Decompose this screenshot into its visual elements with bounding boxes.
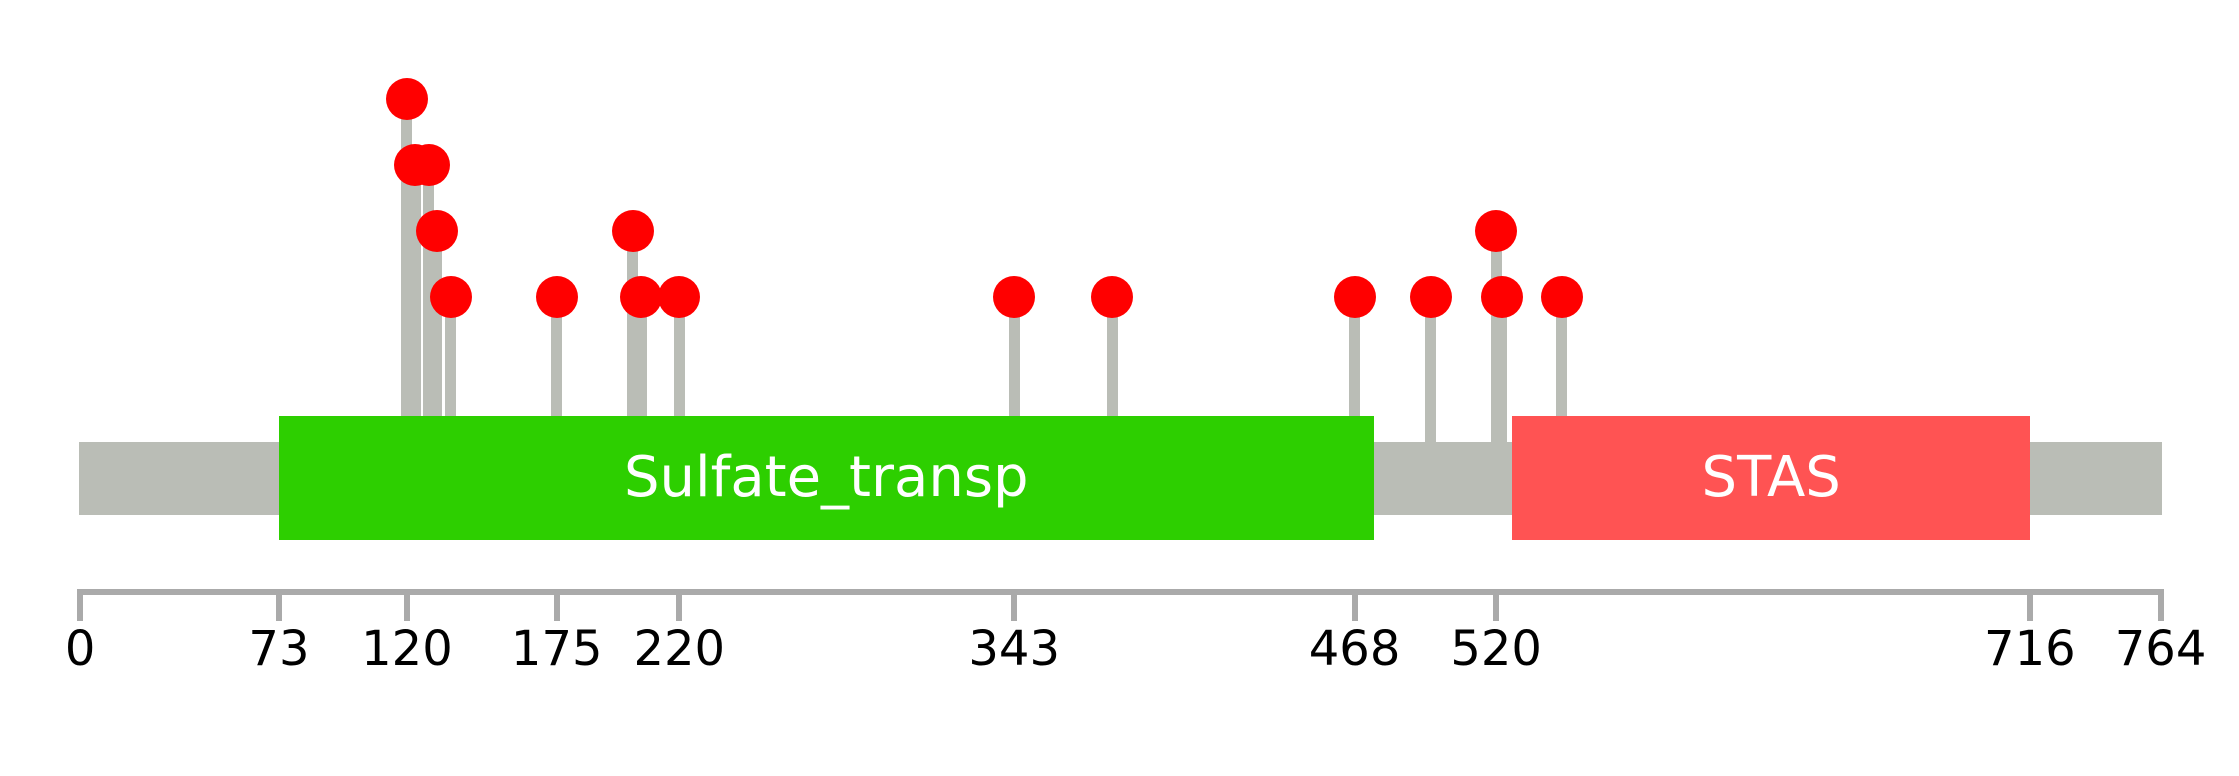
- axis-tick-label: 73: [248, 621, 310, 677]
- lollipop-stem: [627, 231, 639, 446]
- axis-tick-label: 0: [64, 621, 96, 677]
- mutation-lollipop: [1540, 276, 1583, 318]
- lollipop-stem: [431, 231, 443, 446]
- lollipop-stem: [1496, 297, 1508, 446]
- mutation-lollipop: [385, 78, 428, 120]
- domain-label: STAS: [1701, 445, 1841, 510]
- mutation-lollipop: [620, 276, 663, 318]
- axis-tick-label: 343: [968, 621, 1060, 677]
- lollipop-stem: [1425, 297, 1437, 446]
- lollipop-stem: [635, 297, 647, 446]
- axis-tick: [2157, 589, 2164, 621]
- lollipop-stem: [409, 165, 421, 446]
- lollipop-stem: [673, 297, 685, 446]
- axis-tick-label: 175: [510, 621, 603, 677]
- mutation-lollipop: [535, 276, 578, 318]
- mutation-lollipop: [993, 276, 1036, 318]
- axis-tick: [2026, 595, 2033, 621]
- mutation-lollipop: [1475, 210, 1518, 252]
- axis-tick-label: 764: [2114, 621, 2207, 677]
- domain-box-sulfate_transp: Sulfate_transp: [278, 416, 1374, 540]
- mutation-lollipop: [611, 210, 654, 252]
- mutation-lollipop: [1480, 276, 1523, 318]
- axis-tick: [553, 595, 560, 621]
- mutation-lollipop: [1091, 276, 1134, 318]
- axis-tick-label: 120: [361, 621, 453, 677]
- lollipop-stem: [1349, 297, 1361, 446]
- mutation-lollipop: [407, 144, 450, 186]
- lollipop-stem: [401, 99, 413, 446]
- axis-tick: [77, 589, 84, 621]
- domain-label: Sulfate_transp: [624, 445, 1029, 510]
- mutation-lollipop: [658, 276, 701, 318]
- domain-box-stas: STAS: [1512, 416, 2030, 540]
- lollipop-stem: [445, 297, 457, 446]
- axis-tick: [403, 595, 410, 621]
- axis-tick: [676, 595, 683, 621]
- axis-tick-label: 220: [633, 621, 726, 677]
- lollipop-stem: [551, 297, 563, 446]
- axis-tick-label: 520: [1450, 621, 1542, 677]
- axis-tick: [1011, 595, 1018, 621]
- axis-tick-label: 468: [1308, 621, 1401, 677]
- mutation-lollipop: [429, 276, 472, 318]
- sequence-axis-line: [77, 589, 2164, 595]
- lollipop-stem: [1556, 297, 1567, 446]
- mutation-lollipop: [1409, 276, 1452, 318]
- axis-tick: [1493, 595, 1500, 621]
- mutation-lollipop: [1333, 276, 1376, 318]
- axis-tick: [275, 595, 282, 621]
- lollipop-stem: [1008, 297, 1020, 446]
- lollipop-stem: [1106, 297, 1118, 446]
- lollipop-stem: [423, 165, 435, 446]
- axis-tick: [1351, 595, 1358, 621]
- axis-tick-label: 716: [1984, 621, 2076, 677]
- mutation-lollipop: [415, 210, 458, 252]
